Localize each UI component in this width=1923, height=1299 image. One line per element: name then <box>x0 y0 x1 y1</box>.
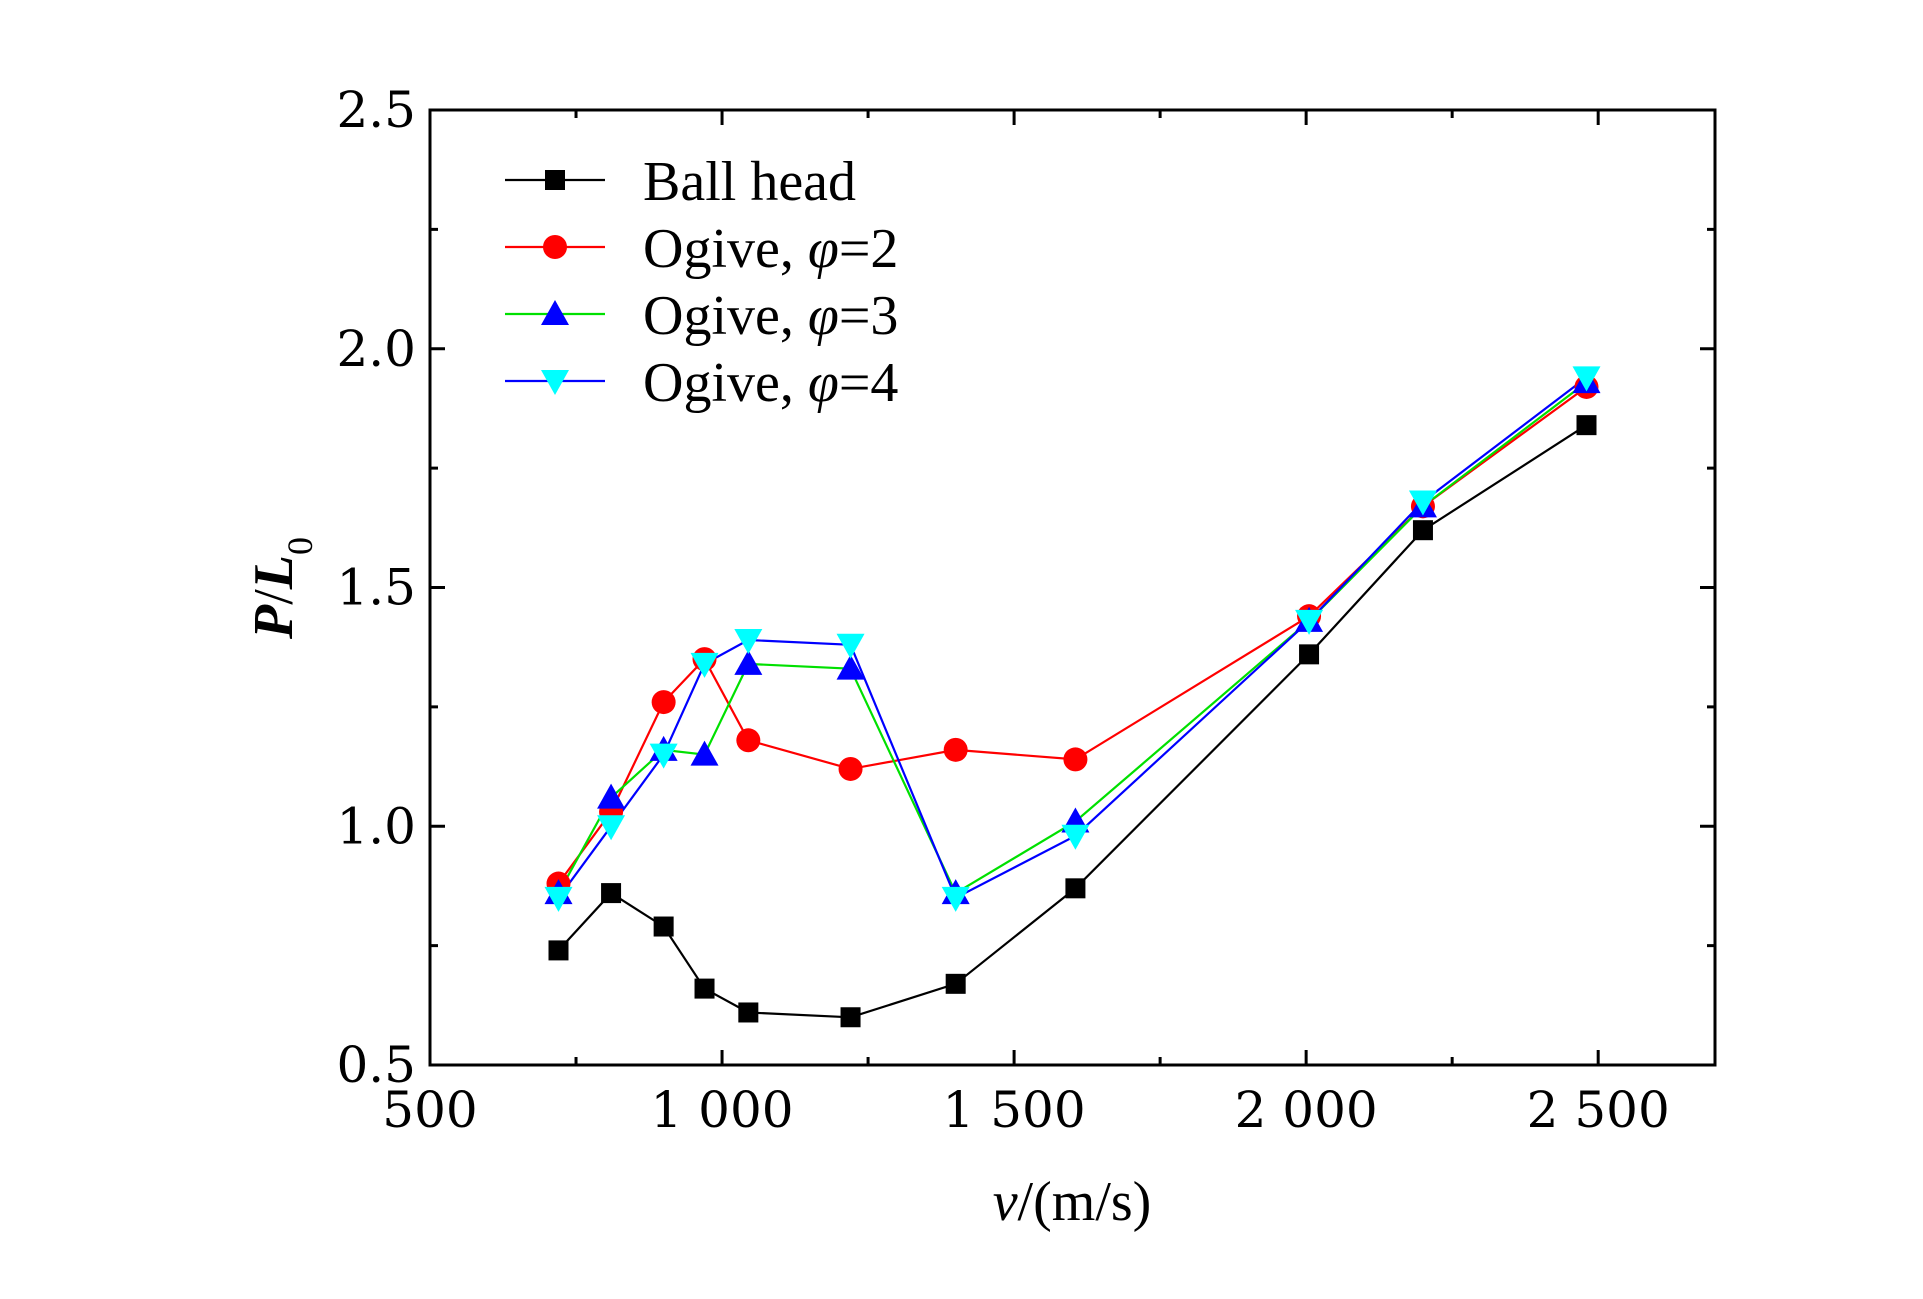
data-point-series-3 <box>734 649 763 675</box>
y-tick-label: 0.5 <box>336 1036 416 1094</box>
x-tick-label: 1 000 <box>650 1081 793 1139</box>
data-point-series-2 <box>1063 747 1088 772</box>
data-point-series-1 <box>601 883 622 904</box>
x-axis-title: v/(m/s) <box>993 1171 1152 1233</box>
y-tick-label: 2.0 <box>336 320 416 378</box>
data-point-series-1 <box>840 1007 861 1028</box>
data-point-series-4 <box>1408 490 1437 516</box>
data-point-series-4 <box>597 815 626 841</box>
data-point-series-3 <box>690 740 719 766</box>
data-point-series-1 <box>738 1002 759 1023</box>
data-point-series-1 <box>1065 878 1086 899</box>
data-point-series-4 <box>544 886 573 912</box>
data-point-series-1 <box>653 916 674 937</box>
x-axis-unit: /(m/s) <box>1018 1171 1152 1233</box>
x-tick-label: 1 500 <box>943 1081 1086 1139</box>
series-markers <box>544 366 1601 1028</box>
y-axis-subscript: 0 <box>280 537 320 555</box>
y-axis-var2: L <box>243 555 305 590</box>
data-point-series-1 <box>945 973 966 994</box>
legend-label-4: Ogive, φ=4 <box>643 352 898 414</box>
data-point-series-4 <box>1572 366 1601 392</box>
y-tick-label: 1.5 <box>336 559 416 617</box>
y-tick-label: 2.5 <box>336 81 416 139</box>
legend-marker-3 <box>541 300 569 325</box>
data-point-series-1 <box>548 940 569 961</box>
data-point-series-3 <box>836 654 865 680</box>
y-axis-title: P/L0 <box>243 537 320 640</box>
data-point-series-2 <box>943 737 968 762</box>
data-point-series-2 <box>838 756 863 781</box>
legend-marker-4 <box>541 370 569 395</box>
legend-label-1: Ball head <box>643 151 856 213</box>
data-point-series-1 <box>694 978 715 999</box>
data-point-series-4 <box>836 633 865 659</box>
data-point-series-4 <box>649 743 678 769</box>
data-point-series-4 <box>734 629 763 655</box>
legend-label-3: Ogive, φ=3 <box>643 285 898 347</box>
x-tick-label: 2 500 <box>1527 1081 1670 1139</box>
legend-marker-1 <box>545 170 565 190</box>
data-point-series-1 <box>1299 644 1320 665</box>
data-point-series-2 <box>736 728 761 753</box>
x-tick-label: 2 000 <box>1235 1081 1378 1139</box>
y-tick-label: 1.0 <box>336 797 416 855</box>
data-point-series-4 <box>690 652 719 678</box>
data-point-series-1 <box>1576 415 1597 436</box>
data-point-series-4 <box>1295 609 1324 635</box>
data-point-series-4 <box>1061 824 1090 850</box>
tick-labels: 500 1 000 1 500 2 000 2 500 0.5 1.0 1.5 2.0 2.5 <box>336 81 1669 1139</box>
x-axis-var: v <box>993 1171 1018 1233</box>
legend-marker-2 <box>543 235 567 259</box>
data-point-series-4 <box>941 886 970 912</box>
y-axis-sep: / <box>243 589 305 605</box>
y-axis-var: P <box>243 604 305 640</box>
data-point-series-2 <box>651 690 676 715</box>
x-tick-label: 500 <box>382 1081 477 1139</box>
plot-frame <box>428 108 1717 1067</box>
data-point-series-1 <box>1412 520 1433 541</box>
legend-label-2: Ogive, φ=2 <box>643 218 898 280</box>
data-point-series-3 <box>597 783 626 809</box>
